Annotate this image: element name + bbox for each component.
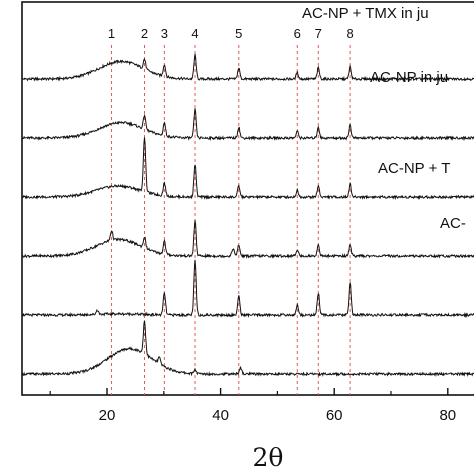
x-tick-label: 40 xyxy=(212,407,229,424)
peak-label: 2 xyxy=(141,26,148,41)
series-line xyxy=(21,259,474,319)
x-tick-label: 60 xyxy=(326,407,343,424)
series-label: AC- xyxy=(440,215,466,232)
peak-label: 6 xyxy=(294,26,301,41)
x-tick-label: 80 xyxy=(439,407,456,424)
series-labels: AC-NP + TMX in ju AC-NP in ju AC-NP + T AC- xyxy=(302,5,466,232)
series-line xyxy=(21,108,474,141)
series-label: AC-NP in ju xyxy=(370,69,448,86)
series-line xyxy=(21,53,474,82)
x-axis-title: 2θ xyxy=(253,443,284,472)
series-line xyxy=(21,220,474,259)
peak-label: 5 xyxy=(235,26,242,41)
peak-label: 3 xyxy=(161,26,168,41)
plot-frame xyxy=(21,1,474,396)
series-label: AC-NP + T xyxy=(378,160,450,177)
peak-label: 1 xyxy=(108,26,115,41)
series-line xyxy=(21,137,474,201)
series-label: AC-NP + TMX in ju xyxy=(302,5,429,22)
peak-label: 4 xyxy=(191,26,198,41)
peak-label: 8 xyxy=(346,26,353,41)
series-line xyxy=(21,320,474,377)
series-group xyxy=(21,53,474,377)
reference-lines xyxy=(111,45,351,395)
peak-label: 7 xyxy=(315,26,322,41)
x-tick-label: 20 xyxy=(99,407,116,424)
x-axis: 20 40 60 80 xyxy=(49,388,456,424)
